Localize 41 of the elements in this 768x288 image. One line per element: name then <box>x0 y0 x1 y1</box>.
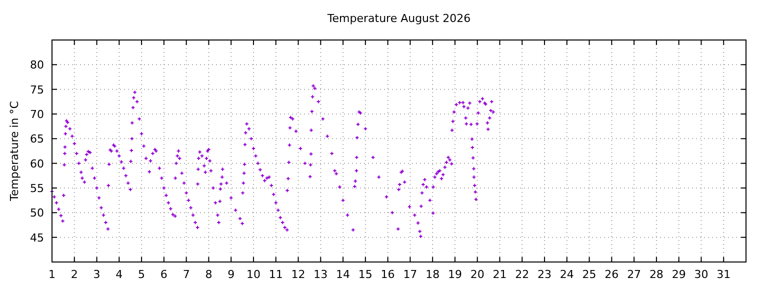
y-tick-label: 70 <box>30 108 44 121</box>
x-tick-label: 23 <box>538 268 552 281</box>
x-tick-label: 21 <box>492 268 507 281</box>
y-tick-label: 65 <box>30 132 44 146</box>
x-tick-label: 28 <box>649 268 664 281</box>
x-tick-label: 10 <box>246 268 260 281</box>
x-tick-label: 4 <box>116 268 123 281</box>
y-tick-label: 60 <box>30 157 44 170</box>
x-tick-label: 25 <box>582 268 596 281</box>
x-tick-label: 29 <box>672 268 686 281</box>
x-tick-label: 6 <box>160 268 168 281</box>
chart-title: Temperature August 2026 <box>326 12 471 25</box>
x-tick-label: 15 <box>358 268 372 281</box>
x-tick-label: 9 <box>228 268 235 281</box>
y-tick-label: 55 <box>30 182 44 195</box>
x-tick-label: 26 <box>604 268 619 281</box>
x-tick-label: 5 <box>138 268 146 281</box>
x-tick-label: 7 <box>182 268 190 281</box>
x-tick-label: 1 <box>48 268 56 281</box>
x-tick-label: 13 <box>314 268 328 281</box>
y-tick-label: 75 <box>30 83 44 96</box>
x-tick-label: 20 <box>470 268 484 281</box>
x-tick-label: 30 <box>694 268 708 281</box>
x-tick-label: 2 <box>70 268 78 281</box>
y-tick-label: 80 <box>30 58 44 72</box>
x-tick-label: 24 <box>560 268 574 281</box>
x-tick-label: 3 <box>93 268 100 281</box>
x-tick-label: 31 <box>716 268 731 281</box>
x-tick-label: 22 <box>515 268 530 281</box>
x-tick-label: 8 <box>205 268 212 281</box>
x-tick-label: 14 <box>336 268 350 281</box>
y-tick-label: 50 <box>30 206 44 220</box>
y-axis-title: Temperature in °C <box>8 100 21 202</box>
x-tick-label: 18 <box>426 268 440 281</box>
x-tick-label: 12 <box>291 268 306 281</box>
x-tick-label: 27 <box>627 268 642 281</box>
x-tick-label: 16 <box>380 268 395 281</box>
x-tick-label: 17 <box>403 268 418 281</box>
x-tick-label: 19 <box>448 268 462 281</box>
x-tick-label: 11 <box>268 268 283 281</box>
y-tick-label: 45 <box>30 231 44 244</box>
